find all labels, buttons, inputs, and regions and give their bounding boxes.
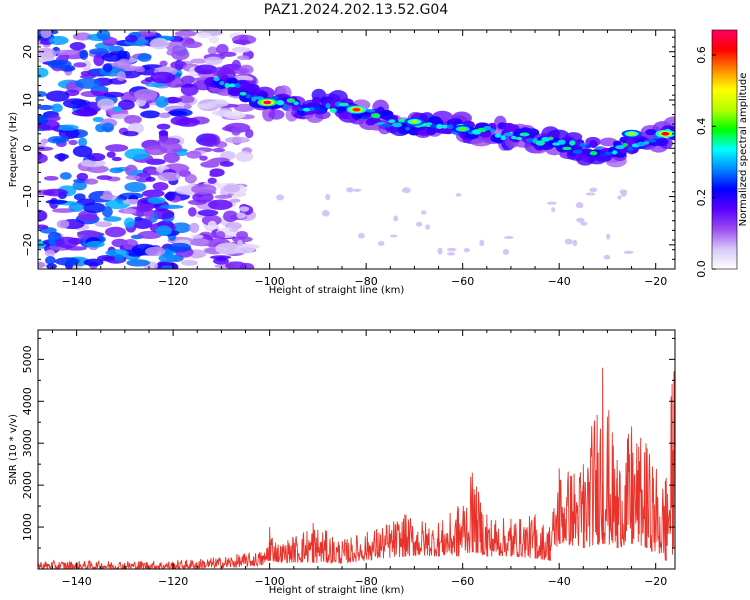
- heatmap-ytick-label: −10: [21, 185, 34, 208]
- heatmap-peak: [655, 129, 675, 138]
- heatmap-peak: [404, 117, 425, 126]
- heatmap-peak: [346, 105, 367, 114]
- heatmap-noise-blobs: [38, 30, 634, 269]
- snr-frame: [37, 329, 676, 570]
- snr-xtick-label: −60: [451, 575, 474, 588]
- heatmap-xtick-label: −120: [158, 275, 188, 288]
- colorbar-tick-label: 0.6: [695, 46, 708, 64]
- colorbar-tick-label: 0.2: [695, 189, 708, 207]
- snr-xtick-label: −140: [61, 575, 91, 588]
- colorbar-tick-label: 0.0: [695, 260, 708, 278]
- snr-xtick-label: −20: [644, 575, 667, 588]
- snr-ytick-label: 1000: [21, 513, 34, 541]
- figure-title: PAZ1.2024.202.13.52.G04: [263, 2, 449, 18]
- heatmap-ylabel: Frequency (Hz): [8, 112, 19, 188]
- heatmap-peaks: [257, 98, 675, 138]
- heatmap-xtick-label: −140: [61, 275, 91, 288]
- snr-xtick-label: −100: [255, 575, 285, 588]
- snr-ytick-label: 2000: [21, 471, 34, 499]
- colorbar-label: Normalized spectral amplitude: [738, 73, 749, 227]
- heatmap-xtick-label: −20: [644, 275, 667, 288]
- heatmap-xlabel: Height of straight line (km): [269, 285, 405, 296]
- heatmap-ytick-label: 10: [21, 93, 34, 107]
- snr-xlabel: Height of straight line (km): [269, 585, 405, 596]
- heatmap-ridge: [196, 66, 675, 168]
- heatmap-field: [38, 30, 675, 269]
- snr-ylabel: SNR (10 * v/v): [8, 414, 19, 485]
- snr-xtick-label: −120: [158, 575, 188, 588]
- colorbar: [712, 30, 737, 269]
- snr-ytick-label: 4000: [21, 387, 34, 415]
- snr-xtick-label: −40: [548, 575, 571, 588]
- snr-ytick-label: 5000: [21, 345, 34, 373]
- snr-line: [38, 330, 675, 569]
- heatmap-ytick-label: −20: [21, 233, 34, 256]
- heatmap-frame: [37, 29, 676, 270]
- colorbar-tick-label: 0.4: [695, 118, 708, 136]
- heatmap-peak: [621, 129, 642, 138]
- snr-ytick-label: 3000: [21, 429, 34, 457]
- heatmap-xtick-label: −80: [355, 275, 378, 288]
- heatmap-xtick-label: −100: [255, 275, 285, 288]
- heatmap-ytick-label: 20: [21, 45, 34, 59]
- colorbar-frame: [711, 29, 738, 270]
- heatmap-peak: [452, 124, 473, 133]
- heatmap-xtick-label: −60: [451, 275, 474, 288]
- snr-xtick-label: −80: [355, 575, 378, 588]
- heatmap-peak: [257, 98, 278, 107]
- heatmap-xtick-label: −40: [548, 275, 571, 288]
- plots: −140 −120 −100 −80 −60 −40 −20−20−1001020Heigh…: [8, 29, 749, 596]
- heatmap-ytick-label: 0: [21, 145, 34, 152]
